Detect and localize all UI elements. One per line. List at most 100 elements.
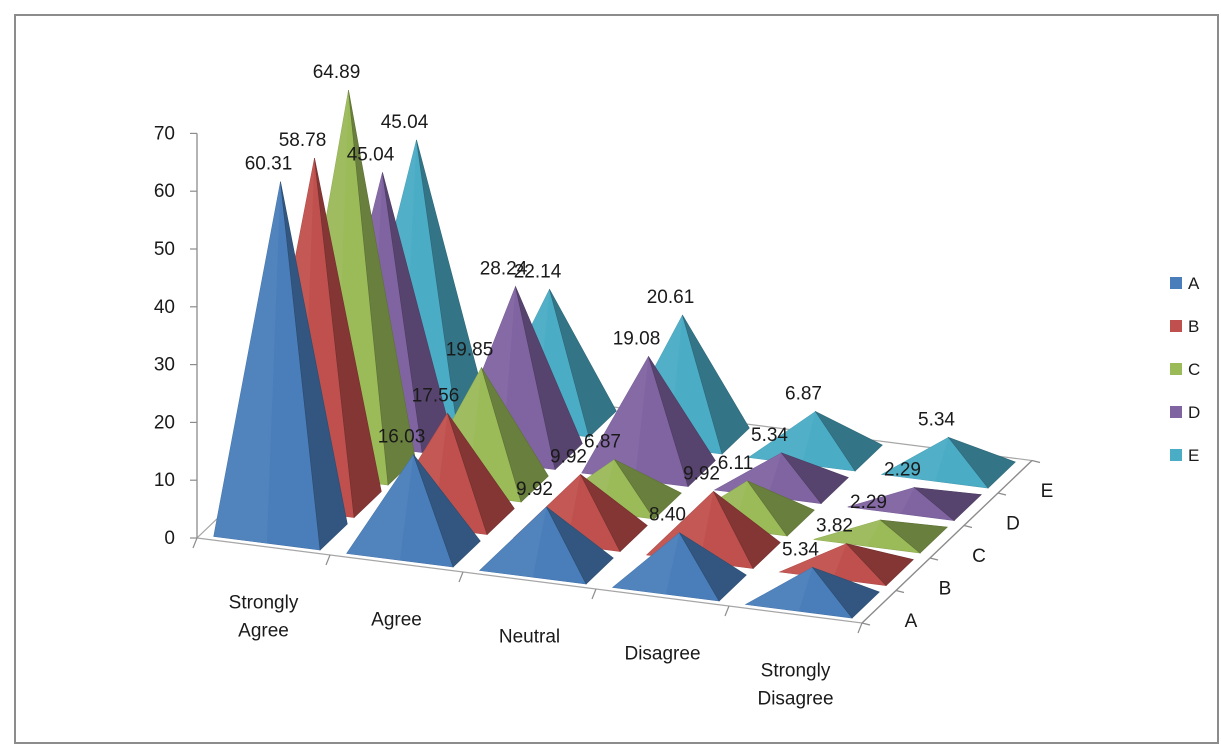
data-label-b-disagree: 9.92: [683, 463, 720, 484]
pyramid-highlight: [881, 437, 949, 482]
depth-tick-mark: [1031, 459, 1041, 464]
data-label-e-strongly-disagree: 5.34: [918, 409, 955, 430]
data-label-e-neutral: 20.61: [647, 287, 695, 308]
y-tick-label: 40: [154, 297, 175, 318]
x-tick-label-neutral: Neutral: [499, 627, 560, 648]
legend-label: E: [1188, 446, 1199, 465]
legend-label: A: [1188, 274, 1200, 293]
data-label-d-strongly-agree: 45.04: [347, 144, 395, 165]
data-label-d-strongly-disagree: 2.29: [884, 460, 921, 481]
pyramid-d-strongly-disagree: [847, 487, 982, 521]
pyramid-a-neutral: [479, 506, 614, 585]
data-label-b-agree: 17.56: [412, 385, 460, 406]
pyramid-side-face: [413, 454, 481, 568]
chart-frame: [14, 14, 1219, 744]
y-tick-label: 60: [154, 181, 175, 202]
data-label-c-strongly-agree: 64.89: [313, 62, 361, 83]
legend-item-c: C: [1170, 360, 1200, 379]
pyramid-highlight: [346, 454, 414, 561]
pyramid-side-face: [447, 413, 515, 536]
pyramid-highlight: [612, 532, 680, 595]
data-label-e-agree: 22.14: [514, 261, 562, 282]
x-tick-mark: [458, 571, 464, 583]
legend: A B C D E: [1170, 274, 1200, 465]
pyramid-side-face: [814, 410, 883, 472]
data-label-c-disagree: 6.11: [718, 453, 754, 474]
data-label-b-neutral: 9.92: [550, 446, 587, 467]
data-label-d-agree: 28.24: [480, 259, 528, 280]
pyramid-highlight: [479, 506, 547, 578]
pyramid-highlight: [779, 543, 847, 579]
y-tick-label: 20: [154, 412, 175, 433]
pyramid-highlight: [581, 356, 649, 480]
pyramid-side-face: [648, 356, 716, 488]
pyramid-side-face: [546, 506, 614, 585]
pyramid-side-face: [780, 452, 849, 504]
x-tick-label-agree: Agree: [371, 610, 422, 631]
pyramid-highlight: [714, 452, 782, 497]
data-label-d-disagree: 5.34: [751, 425, 788, 446]
x-tick-label-line: Agree: [238, 621, 289, 642]
pyramid-side-face: [811, 566, 880, 619]
pyramid-side-face: [947, 436, 1016, 489]
depth-tick-mark: [861, 622, 871, 626]
data-label-c-agree: 19.85: [446, 340, 494, 361]
x-tick-label-line: Agree: [371, 610, 422, 631]
data-label-b-strongly-agree: 58.78: [279, 130, 327, 151]
x-tick-mark: [857, 622, 863, 634]
pyramid-highlight: [847, 487, 915, 514]
legend-label: D: [1188, 403, 1200, 422]
x-tick-label-line: Neutral: [499, 627, 560, 648]
pyramid-highlight: [748, 411, 816, 465]
depth-tick-mark: [963, 524, 973, 529]
legend-swatch: [1170, 277, 1182, 289]
y-tick-label: 10: [154, 470, 175, 491]
legend-swatch: [1170, 320, 1182, 332]
legend-item-b: B: [1170, 317, 1199, 336]
depth-tick-mark: [929, 557, 939, 561]
y-tick-label: 0: [164, 528, 175, 549]
depth-tick-label-b: B: [939, 578, 952, 599]
x-tick-mark: [325, 554, 331, 566]
data-label-a-disagree: 8.40: [649, 505, 686, 526]
data-label-e-disagree: 6.87: [785, 384, 822, 405]
data-label-d-neutral: 19.08: [613, 328, 661, 349]
pyramid-a-agree: [346, 453, 481, 568]
pyramid-c-strongly-disagree: [813, 519, 948, 554]
pyramid-a-strongly-disagree: [744, 566, 880, 619]
pyramid-side-face: [913, 487, 982, 521]
pyramid-d-neutral: [581, 355, 716, 488]
legend-item-d: D: [1170, 403, 1200, 422]
data-label-c-neutral: 6.87: [584, 432, 621, 453]
x-tick-label-line: Strongly: [229, 593, 299, 614]
data-label-a-agree: 16.03: [378, 427, 426, 448]
x-tick-label-line: Strongly: [761, 661, 831, 682]
legend-swatch: [1170, 449, 1182, 461]
y-tick-label: 70: [154, 123, 175, 144]
data-label-a-neutral: 9.92: [516, 479, 553, 500]
depth-tick-label-a: A: [905, 611, 918, 632]
pyramid-side-face: [746, 480, 815, 537]
data-label-a-strongly-agree: 60.31: [245, 154, 293, 175]
data-label-e-strongly-agree: 45.04: [381, 112, 429, 133]
pyramid-highlight: [745, 567, 813, 612]
pyramid-side-face: [549, 289, 617, 438]
pyramid-side-face: [481, 367, 549, 503]
depth-tick-label-e: E: [1041, 481, 1054, 502]
pyramid-highlight: [213, 181, 281, 544]
pyramid-side-face: [580, 474, 648, 553]
x-tick-mark: [591, 588, 597, 600]
x-tick-label-line: Disagree: [757, 689, 833, 710]
data-label-a-strongly-disagree: 5.34: [782, 539, 819, 560]
y-tick-label: 50: [154, 239, 175, 260]
pyramid-side-face: [314, 157, 382, 519]
legend-item-e: E: [1170, 446, 1199, 465]
pyramid-side-face: [613, 458, 682, 520]
legend-swatch: [1170, 406, 1182, 418]
y-tick-label: 30: [154, 355, 175, 376]
data-labels: 45.04 22.14 20.61 6.87 5.34 45.04 28.24 19.08 5.…: [245, 62, 956, 560]
x-tick-label-disagree: Disagree: [624, 644, 700, 665]
x-tick-label-strongly-disagree: Strongly Disagree: [757, 661, 833, 710]
